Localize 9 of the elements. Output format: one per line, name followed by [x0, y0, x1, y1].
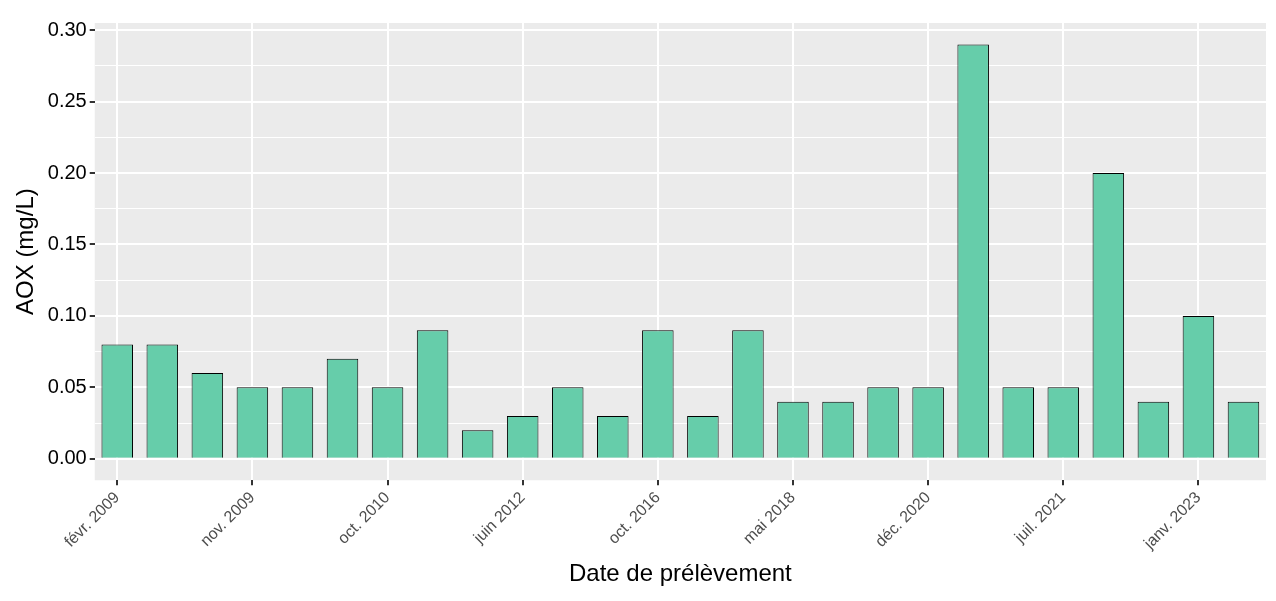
x-axis-title: Date de prélèvement [568, 559, 793, 587]
y-tick-label: 0.10 [47, 303, 87, 326]
y-tick-label: 0.25 [47, 89, 87, 112]
y-tick-label: 0.05 [47, 374, 87, 397]
y-tick-label: 0.15 [47, 232, 87, 254]
y-tick-label: 0.30 [47, 17, 87, 40]
y-axis-title: AOX (mg/L) [11, 188, 39, 315]
y-tick-label: 0.20 [47, 160, 87, 183]
y-tick-label: 0.00 [47, 446, 87, 469]
